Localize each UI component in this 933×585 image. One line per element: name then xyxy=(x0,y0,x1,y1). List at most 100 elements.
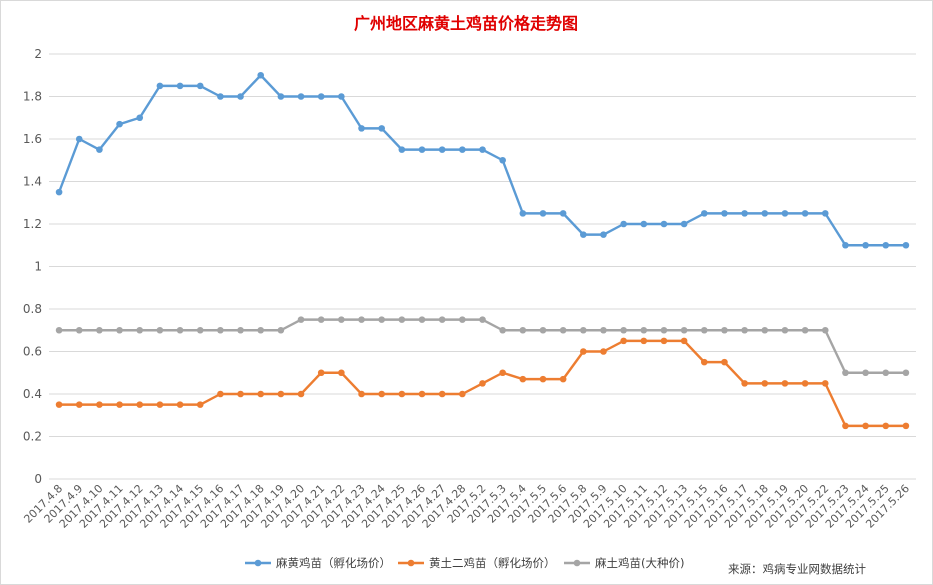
data-point xyxy=(217,326,224,334)
data-point xyxy=(156,326,164,334)
data-point xyxy=(781,210,789,217)
data-point xyxy=(459,316,466,323)
data-point xyxy=(418,146,426,153)
data-point xyxy=(398,316,406,323)
data-point xyxy=(297,93,305,100)
data-point xyxy=(75,401,83,408)
y-tick-label: 2 xyxy=(34,47,42,61)
data-point xyxy=(55,401,63,408)
data-point xyxy=(196,401,204,408)
data-point xyxy=(640,326,648,334)
data-point xyxy=(156,82,164,90)
data-point xyxy=(660,220,668,228)
data-point xyxy=(519,210,527,217)
data-point xyxy=(55,326,63,334)
data-point xyxy=(519,326,527,334)
data-point xyxy=(438,316,446,323)
data-point xyxy=(176,326,184,334)
data-point xyxy=(499,156,506,164)
data-point xyxy=(842,422,849,430)
data-point xyxy=(338,369,345,377)
data-point xyxy=(438,390,446,398)
data-point xyxy=(217,93,224,100)
data-point xyxy=(559,326,567,334)
legend-marker xyxy=(254,559,262,567)
data-point xyxy=(378,125,385,132)
data-point xyxy=(116,120,123,128)
legend-item: 黄土二鸡苗（孵化场价） xyxy=(398,556,556,570)
data-point xyxy=(479,146,486,153)
data-point xyxy=(721,326,728,334)
data-point xyxy=(237,326,244,334)
data-point xyxy=(317,316,325,323)
y-tick-label: 1.4 xyxy=(23,175,42,189)
data-point xyxy=(55,188,63,196)
data-point xyxy=(479,316,486,323)
series-2 xyxy=(55,337,910,430)
data-point xyxy=(842,369,849,377)
data-point xyxy=(257,326,265,334)
series-lines xyxy=(55,71,910,430)
data-point xyxy=(136,401,144,408)
data-point xyxy=(761,380,769,387)
data-point xyxy=(660,326,668,334)
data-point xyxy=(821,380,829,387)
data-point xyxy=(862,422,869,430)
data-point xyxy=(277,326,285,334)
data-point xyxy=(438,146,446,153)
data-point xyxy=(338,93,345,100)
data-point xyxy=(378,390,385,398)
data-point xyxy=(821,210,829,217)
data-point xyxy=(600,231,607,238)
y-tick-label: 0.8 xyxy=(23,302,42,316)
data-point xyxy=(519,375,527,383)
data-point xyxy=(761,326,769,334)
data-point xyxy=(317,369,325,377)
y-tick-label: 1.8 xyxy=(23,90,42,104)
legend-marker xyxy=(573,559,581,567)
data-point xyxy=(297,390,305,398)
data-point xyxy=(882,241,890,249)
data-point xyxy=(418,390,426,398)
data-point xyxy=(801,380,809,387)
data-point xyxy=(358,316,365,323)
data-point xyxy=(640,337,648,345)
data-point xyxy=(862,241,869,249)
data-point xyxy=(882,369,890,377)
data-point xyxy=(237,93,244,100)
data-point xyxy=(398,146,406,153)
data-point xyxy=(600,348,607,355)
data-point xyxy=(459,146,466,153)
data-point xyxy=(721,358,728,366)
data-point xyxy=(75,326,83,334)
data-point xyxy=(136,326,144,334)
data-point xyxy=(398,390,406,398)
y-axis-tick-labels: 0 0.2 0.4 0.6 0.8 1 1.2 1.4 1.6 1.8 2 xyxy=(23,47,42,486)
data-point xyxy=(136,114,144,122)
data-point xyxy=(902,241,910,249)
data-point xyxy=(297,316,305,323)
data-point xyxy=(680,337,688,345)
data-point xyxy=(358,125,365,132)
y-tick-label: 0.6 xyxy=(23,345,42,359)
data-point xyxy=(882,422,890,430)
data-point xyxy=(660,337,668,345)
legend-label: 黄土二鸡苗（孵化场价） xyxy=(429,556,556,570)
data-point xyxy=(176,401,184,408)
data-point xyxy=(217,390,224,398)
data-point xyxy=(580,348,587,355)
series-3 xyxy=(55,316,910,377)
data-point xyxy=(580,231,587,238)
y-tick-label: 1 xyxy=(34,260,42,274)
data-point xyxy=(277,390,285,398)
y-tick-label: 0.4 xyxy=(23,387,42,401)
data-point xyxy=(801,210,809,217)
data-point xyxy=(378,316,385,323)
data-point xyxy=(821,326,829,334)
data-point xyxy=(75,135,83,143)
data-point xyxy=(620,220,627,228)
legend: 麻黄鸡苗（孵化场价） 黄土二鸡苗（孵化场价） 麻土鸡苗(大种价) xyxy=(245,556,684,570)
